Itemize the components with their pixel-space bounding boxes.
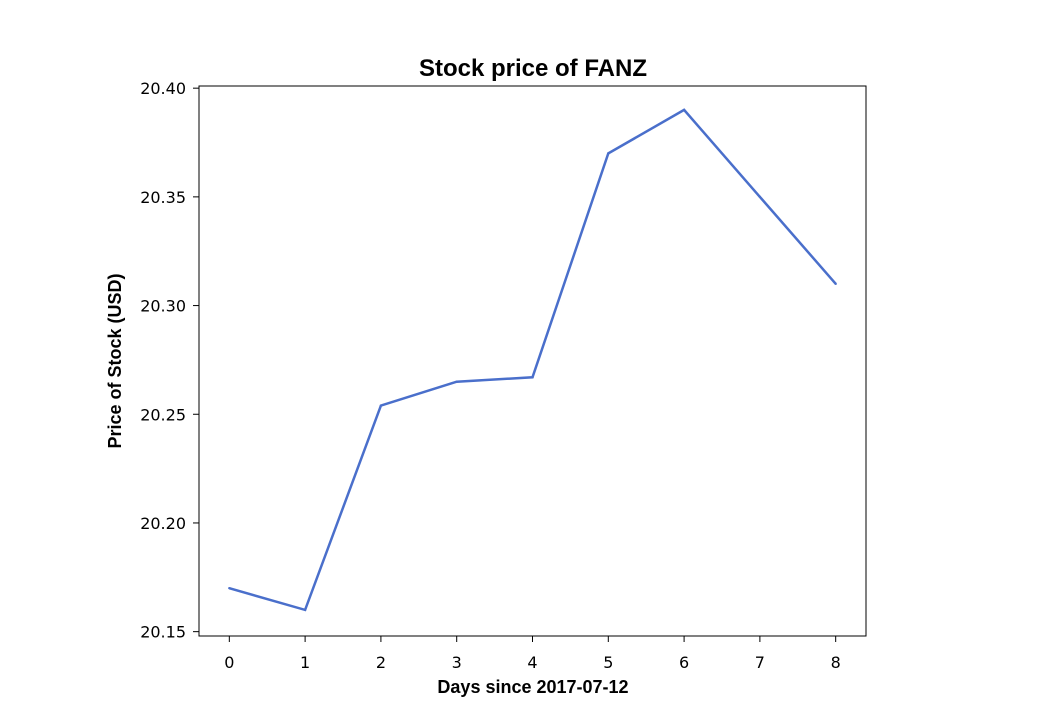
y-tick-label: 20.25 — [140, 405, 186, 424]
x-tick-label: 7 — [755, 653, 765, 672]
data-point — [303, 608, 307, 612]
y-tick-label: 20.35 — [140, 188, 186, 207]
plot-area-frame — [198, 85, 867, 637]
data-point — [758, 195, 762, 199]
data-point — [379, 404, 383, 407]
y-tick-label: 20.20 — [140, 514, 186, 533]
x-tick-label: 4 — [527, 653, 537, 672]
data-point — [682, 108, 686, 112]
y-tick-label: 20.15 — [140, 623, 186, 642]
x-tick-label: 5 — [603, 653, 613, 672]
y-tick-label: 20.40 — [140, 79, 186, 98]
data-point — [228, 586, 231, 590]
y-axis-label: Price of Stock (USD) — [105, 273, 125, 448]
data-point — [531, 376, 534, 379]
y-tick-label: 20.30 — [140, 297, 186, 316]
x-tick-label: 6 — [679, 653, 689, 672]
x-axis: 0 1 2 3 4 5 6 7 8 — [224, 636, 841, 672]
x-tick-label: 8 — [831, 653, 841, 672]
data-point — [607, 152, 610, 155]
x-axis-label: Days since 2017-07-12 — [437, 677, 628, 697]
data-point — [455, 380, 458, 383]
chart-title: Stock price of FANZ — [419, 55, 647, 82]
series-line — [228, 108, 837, 612]
x-tick-label: 1 — [300, 653, 310, 672]
x-tick-label: 3 — [452, 653, 462, 672]
x-tick-label: 2 — [376, 653, 386, 672]
y-axis: 20.15 20.20 20.25 20.30 20.35 20.40 — [140, 79, 199, 642]
x-tick-label: 0 — [224, 653, 234, 672]
data-point — [834, 282, 837, 286]
series-layer — [228, 108, 837, 612]
